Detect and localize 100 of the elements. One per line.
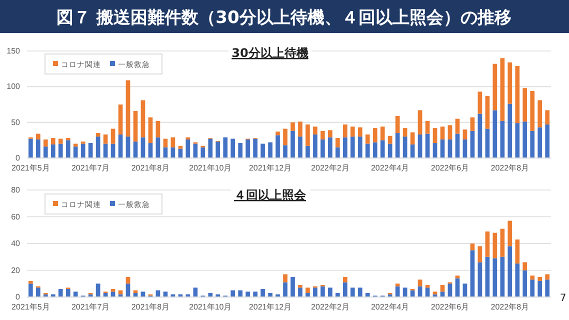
x-tick-label: 2022年8月 [490,164,530,173]
x-tick-label: 2021年8月 [131,302,170,312]
bar [492,110,498,158]
bar [538,127,542,158]
bar [395,133,400,158]
bar [380,126,385,140]
bar [96,284,100,297]
bar [260,288,265,297]
bar [80,144,86,158]
bar [238,143,242,158]
bar [186,139,190,158]
x-tick-label: 2021年12月 [248,164,292,173]
bar [230,138,236,158]
bar [290,276,295,297]
bar [126,276,130,284]
bar [193,288,198,297]
bar [96,136,100,158]
bar [208,138,213,158]
bar [402,128,408,137]
bar [485,96,490,129]
bar [388,136,392,144]
bar [313,288,318,297]
bar [306,124,310,146]
bar [515,239,520,264]
bar [365,144,370,158]
bar [96,133,100,137]
x-tick-label: 2021年12月 [248,302,292,312]
bar [320,130,325,140]
bar [365,134,370,144]
bar [66,288,70,297]
bar [425,134,430,158]
bar [358,136,362,158]
bar [133,110,138,142]
bar [253,138,258,158]
bar [508,104,512,158]
bar [140,100,146,138]
bar [492,64,498,110]
bar [268,292,272,297]
y-tick-label: 20 [11,266,21,275]
bar [538,100,542,128]
bar [283,274,288,282]
bar [522,270,528,297]
bar [530,90,535,131]
bar [515,264,520,297]
bar [418,134,422,158]
bar [432,292,438,294]
bar [43,139,48,147]
bar [336,138,340,148]
x-tick-label: 2021年10月 [189,164,232,173]
bar [298,288,302,297]
bar [342,124,348,138]
bar [290,130,295,158]
bar [395,116,400,134]
bar [350,126,355,137]
x-tick-label: 2022年4月 [370,302,410,312]
x-tick-label: 2022年4月 [370,164,410,173]
bar [478,92,482,114]
bar [28,138,33,158]
bar [283,282,288,297]
bar [372,128,378,142]
bar [298,136,302,158]
bar [283,128,288,146]
bar [118,134,123,158]
bar [276,135,280,158]
bar [328,137,332,158]
bar [470,130,475,158]
bar [470,244,475,250]
x-tick-label: 2022年6月 [430,302,470,312]
bar [538,280,542,297]
bar [148,117,153,144]
bar [485,128,490,158]
bar [462,284,468,297]
bar [470,117,475,131]
bar [500,58,505,121]
bar [313,126,318,134]
bar [492,258,498,297]
bar [478,262,482,297]
bar [208,292,213,297]
bar [358,288,362,297]
bar [276,132,280,136]
x-tick-label: 2021年5月 [12,302,50,312]
bar [448,125,452,140]
x-tick-label: 2022年8月 [490,302,530,312]
chart-title: 図７ 搬送困難件数（30分以上待機、４回以上照会）の推移 [56,8,512,28]
y-tick-label: 150 [6,46,21,56]
x-tick-label: 2021年10月 [189,302,232,312]
bar [230,290,236,297]
bar [545,110,550,124]
bar [455,276,460,278]
bar [66,140,70,158]
bar [193,144,198,158]
bar [432,128,438,144]
bar [500,228,505,257]
bar [530,130,535,158]
bar [73,292,78,297]
bar [538,276,542,281]
chart-subtitle: 30分以上待機 [232,46,308,60]
bar [342,137,348,158]
bar [133,142,138,158]
bar [260,144,265,158]
